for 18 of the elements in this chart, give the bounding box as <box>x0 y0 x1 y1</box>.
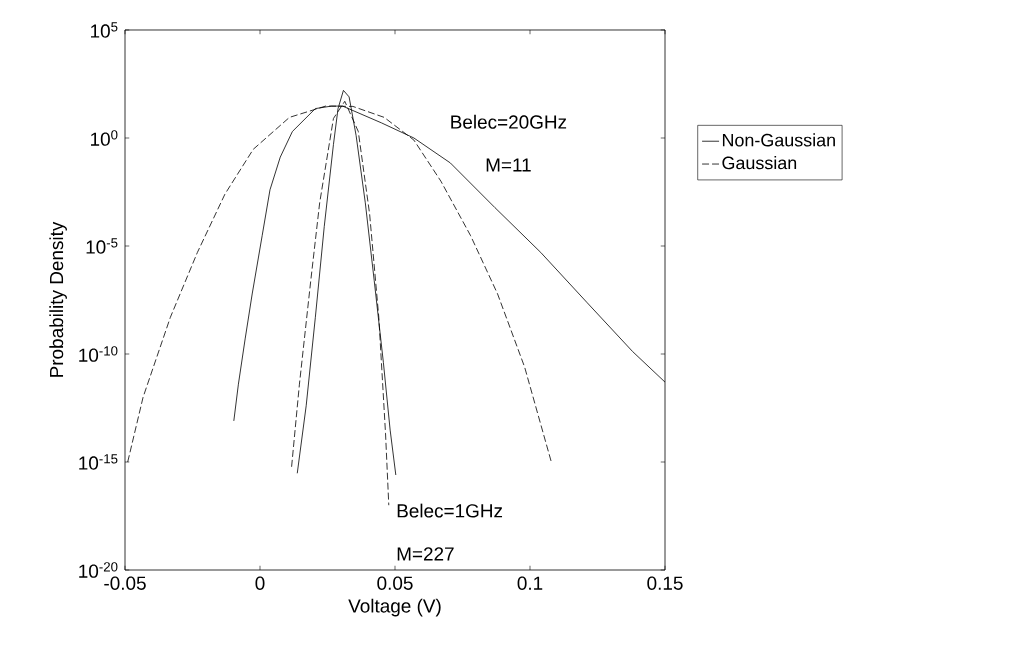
legend-label: Gaussian <box>722 156 797 170</box>
y-tick-label: 10$^{-10}$ <box>79 346 118 362</box>
legend-label: Non-Gaussian <box>722 133 835 147</box>
y-tick-label: 10$^{-5}$ <box>86 238 118 254</box>
annotation: M=227 <box>397 547 454 561</box>
x-tick-label: 0 <box>255 576 265 590</box>
y-tick-label: 10$^{0}$ <box>91 130 118 146</box>
x-axis-title: Voltage (V) <box>348 598 441 617</box>
y-tick-label: 10$^{5}$ <box>91 22 118 38</box>
annotation: Belec=1GHz <box>397 503 503 518</box>
y-axis-title: Probability Density <box>49 221 67 377</box>
annotation: M=11 <box>486 158 531 172</box>
x-tick-label: 0.1 <box>517 576 543 590</box>
x-tick-label: 0.15 <box>647 576 683 590</box>
y-tick-label: 10$^{-15}$ <box>79 454 118 470</box>
x-tick-label: 0.05 <box>377 576 413 590</box>
annotation: Belec=20GHz <box>451 114 567 129</box>
x-tick-label: -0.05 <box>104 576 146 590</box>
